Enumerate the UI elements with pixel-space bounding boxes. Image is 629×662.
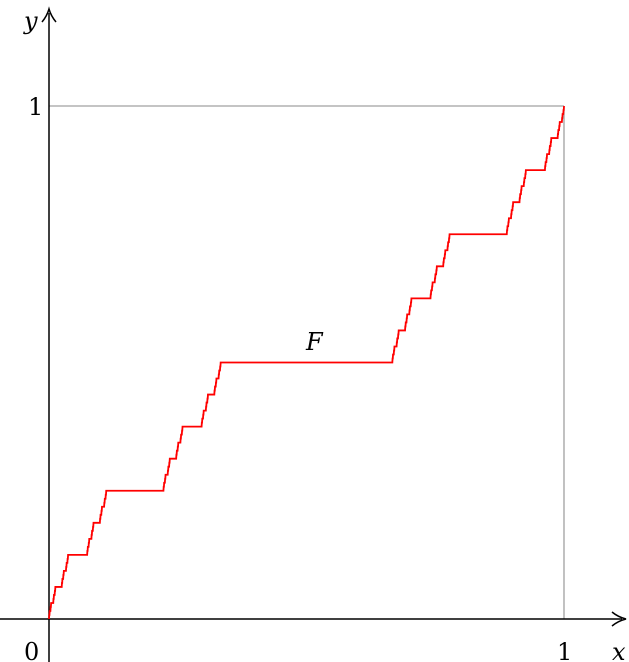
origin-label: 0 <box>24 638 39 662</box>
series-line-F <box>48 105 565 620</box>
series-label-F: F <box>305 328 324 356</box>
y-axis-arrow-icon <box>41 6 57 23</box>
x-tick-label-1: 1 <box>557 638 572 662</box>
x-axis-arrow-icon <box>611 611 627 627</box>
x-axis-label: x <box>612 638 626 662</box>
y-axis-label: y <box>23 7 38 35</box>
y-tick-label-1: 1 <box>28 93 43 121</box>
